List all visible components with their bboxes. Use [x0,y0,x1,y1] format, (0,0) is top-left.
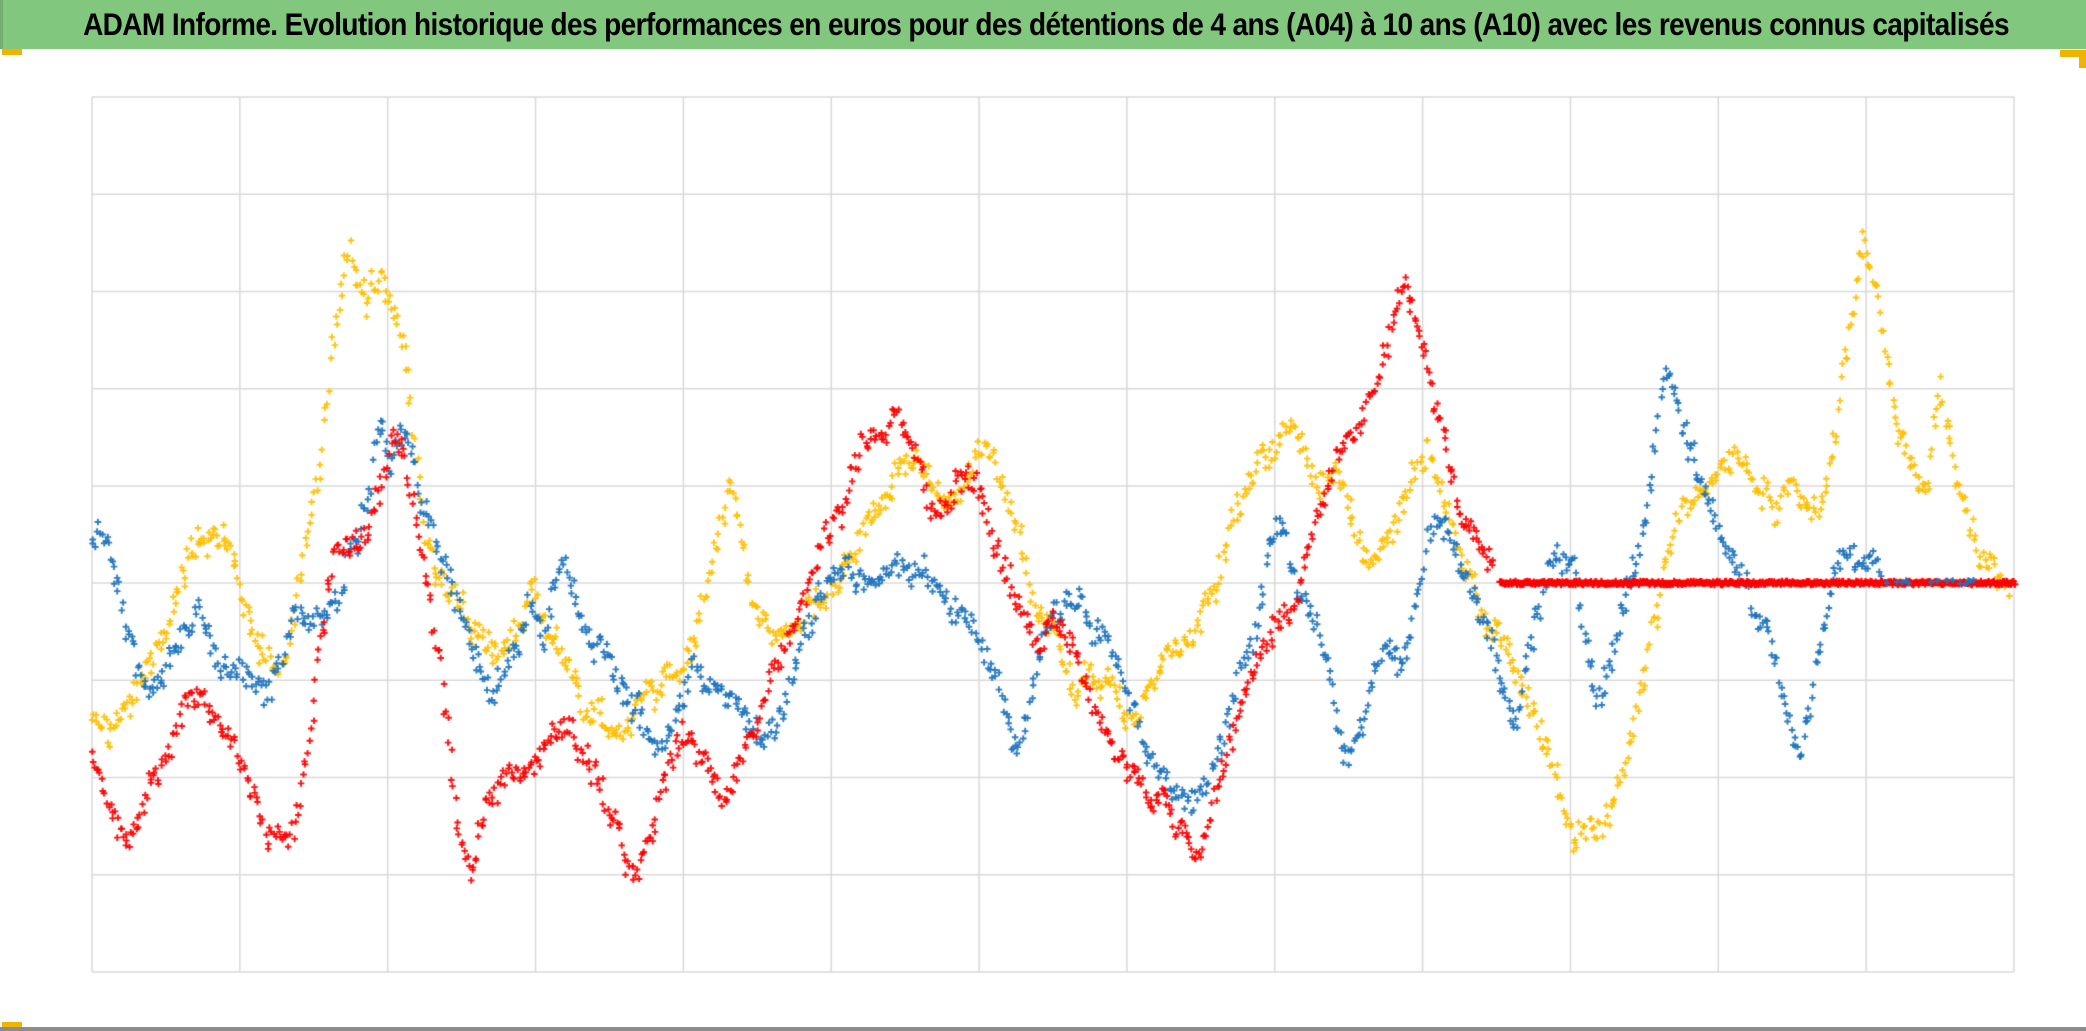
window-bottom-border [0,1027,2086,1031]
accent-mark-top-left [2,49,22,55]
chart-title-bar: ADAM Informe. Evolution historique des p… [0,0,2086,49]
accent-mark-bottom-left [2,1022,22,1031]
chart-title: ADAM Informe. Evolution historique des p… [83,6,2009,42]
accent-corner-top-right-horizontal [2060,50,2086,57]
accent-corner-top-right-vertical [2079,50,2086,68]
